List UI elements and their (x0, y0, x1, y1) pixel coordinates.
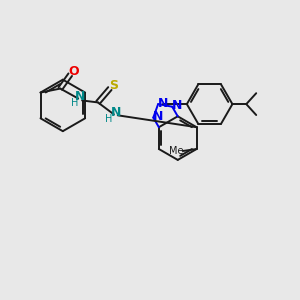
Text: N: N (172, 99, 182, 112)
Text: N: N (75, 90, 85, 103)
Text: N: N (111, 106, 121, 119)
Text: N: N (153, 110, 164, 123)
Text: Me: Me (169, 146, 183, 156)
Text: N: N (158, 97, 168, 110)
Text: H: H (105, 114, 112, 124)
Text: O: O (68, 65, 79, 78)
Text: H: H (70, 98, 78, 108)
Text: S: S (109, 79, 118, 92)
